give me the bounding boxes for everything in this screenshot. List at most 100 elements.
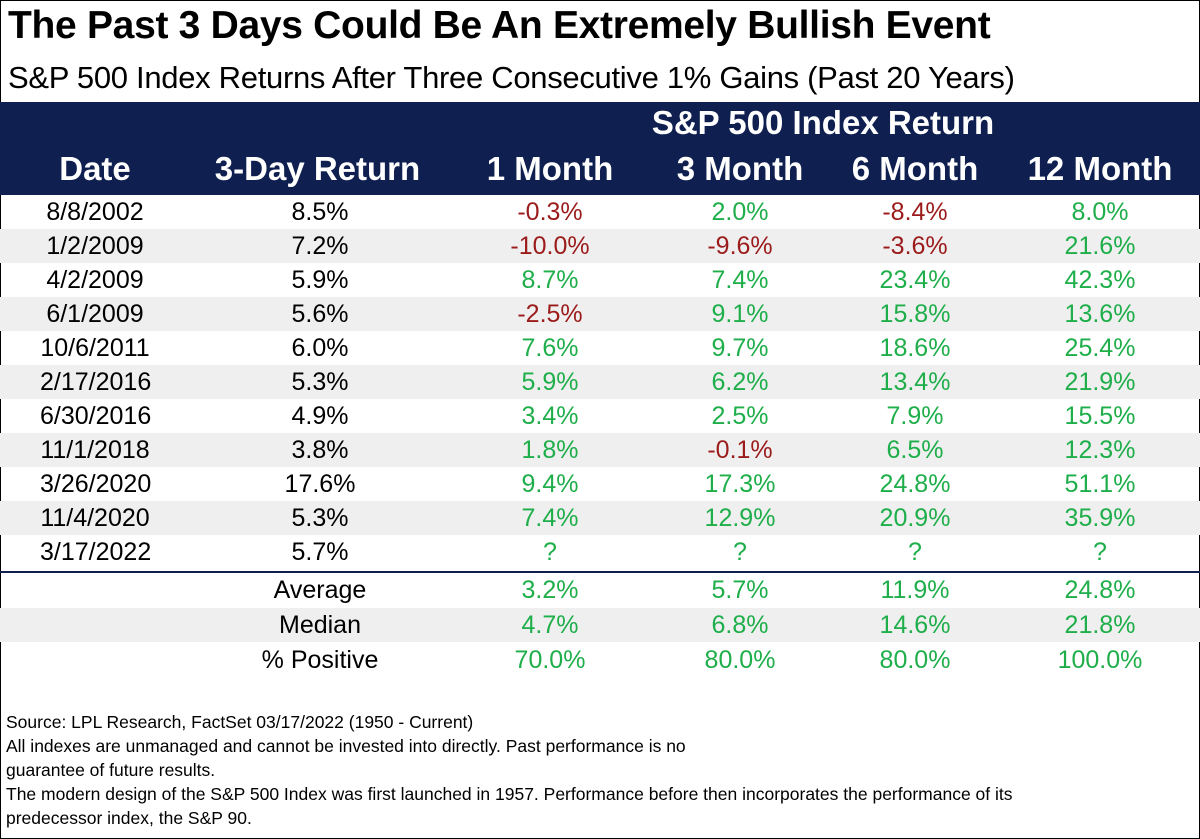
- cell-date: 3/17/2022: [40, 538, 152, 566]
- column-header-date: Date: [59, 150, 131, 187]
- table-row: 8/8/2002 8.5% -0.3% 2.0% -8.4% 8.0%: [0, 195, 1200, 229]
- column-header-3day: 3-Day Return: [214, 150, 421, 187]
- source-note: Source: LPL Research, FactSet 03/17/2022…: [6, 712, 474, 732]
- cell-m1: -10.0%: [510, 232, 590, 260]
- column-header-3month: 3 Month: [676, 150, 804, 187]
- disclaimer-line: guarantee of future results.: [6, 760, 216, 780]
- cell-m12: ?: [1093, 538, 1107, 566]
- cell-m6: ?: [908, 538, 922, 566]
- summary-cell-m3: 80.0%: [704, 646, 776, 674]
- summary-divider: [0, 571, 1200, 573]
- disclaimer-line: The modern design of the S&P 500 Index w…: [6, 784, 1013, 804]
- summary-cell-m3: 5.7%: [711, 576, 769, 604]
- cell-m6: -8.4%: [882, 198, 948, 226]
- cell-three-day: 5.3%: [291, 368, 349, 396]
- footnotes: Source: LPL Research, FactSet 03/17/2022…: [6, 710, 1196, 830]
- summary-cell-m6: 80.0%: [879, 646, 951, 674]
- table-header-band: [0, 102, 1200, 195]
- cell-m1: 5.9%: [521, 368, 579, 396]
- cell-m1: -2.5%: [517, 300, 583, 328]
- cell-m1: 7.4%: [521, 504, 579, 532]
- summary-row: % Positive 70.0% 80.0% 80.0% 100.0%: [0, 643, 1200, 677]
- cell-m1: ?: [543, 538, 557, 566]
- table-row: 1/2/2009 7.2% -10.0% -9.6% -3.6% 21.6%: [0, 229, 1200, 263]
- cell-m6: 13.4%: [879, 368, 951, 396]
- cell-m6: 20.9%: [879, 504, 951, 532]
- cell-three-day: 5.6%: [291, 300, 349, 328]
- cell-three-day: 7.2%: [291, 232, 349, 260]
- cell-m3: ?: [733, 538, 747, 566]
- summary-label: Average: [273, 576, 367, 604]
- summary-label: Median: [279, 611, 361, 639]
- cell-m1: 3.4%: [521, 402, 579, 430]
- column-header-1month: 1 Month: [486, 150, 614, 187]
- cell-m3: 9.7%: [711, 334, 769, 362]
- summary-cell-m1: 4.7%: [521, 611, 579, 639]
- cell-date: 6/1/2009: [46, 300, 144, 328]
- cell-m12: 25.4%: [1064, 334, 1136, 362]
- cell-date: 6/30/2016: [40, 402, 152, 430]
- table-row: 6/1/2009 5.6% -2.5% 9.1% 15.8% 13.6%: [0, 297, 1200, 331]
- cell-m12: 21.6%: [1064, 232, 1136, 260]
- cell-m1: 8.7%: [521, 266, 579, 294]
- cell-date: 2/17/2016: [40, 368, 152, 396]
- summary-row: Average 3.2% 5.7% 11.9% 24.8%: [0, 573, 1200, 607]
- summary-cell-m6: 14.6%: [879, 611, 951, 639]
- cell-m3: -0.1%: [707, 436, 773, 464]
- cell-m3: 2.0%: [711, 198, 769, 226]
- cell-m12: 42.3%: [1064, 266, 1136, 294]
- cell-m3: 6.2%: [711, 368, 769, 396]
- table-row: 2/17/2016 5.3% 5.9% 6.2% 13.4% 21.9%: [0, 365, 1200, 399]
- table-row: 11/4/2020 5.3% 7.4% 12.9% 20.9% 35.9%: [0, 501, 1200, 535]
- cell-m3: 7.4%: [711, 266, 769, 294]
- cell-date: 8/8/2002: [46, 198, 144, 226]
- column-header-6month: 6 Month: [851, 150, 979, 187]
- cell-m3: 12.9%: [704, 504, 776, 532]
- cell-date: 10/6/2011: [40, 334, 150, 362]
- chart-title: The Past 3 Days Could Be An Extremely Bu…: [8, 4, 991, 47]
- cell-m12: 8.0%: [1071, 198, 1129, 226]
- summary-cell-m6: 11.9%: [880, 576, 950, 604]
- table-row: 3/26/2020 17.6% 9.4% 17.3% 24.8% 51.1%: [0, 467, 1200, 501]
- cell-m1: 9.4%: [521, 470, 579, 498]
- cell-m6: -3.6%: [882, 232, 948, 260]
- cell-m12: 35.9%: [1064, 504, 1136, 532]
- disclaimer-line: All indexes are unmanaged and cannot be …: [6, 736, 686, 756]
- cell-m6: 15.8%: [879, 300, 951, 328]
- summary-row: Median 4.7% 6.8% 14.6% 21.8%: [0, 608, 1200, 642]
- cell-m6: 6.5%: [886, 436, 944, 464]
- cell-three-day: 5.9%: [291, 266, 349, 294]
- cell-three-day: 4.9%: [291, 402, 349, 430]
- disclaimer-line: predecessor index, the S&P 90.: [6, 808, 252, 828]
- cell-three-day: 6.0%: [291, 334, 349, 362]
- cell-date: 11/1/2018: [40, 436, 150, 464]
- cell-three-day: 17.6%: [284, 470, 356, 498]
- cell-m12: 13.6%: [1064, 300, 1136, 328]
- cell-m6: 18.6%: [879, 334, 951, 362]
- cell-date: 11/4/2020: [40, 504, 150, 532]
- cell-m12: 12.3%: [1064, 436, 1136, 464]
- summary-cell-m3: 6.8%: [711, 611, 769, 639]
- cell-m6: 23.4%: [879, 266, 951, 294]
- cell-m1: 1.8%: [521, 436, 579, 464]
- summary-cell-m1: 3.2%: [521, 576, 579, 604]
- cell-m3: -9.6%: [707, 232, 773, 260]
- cell-m12: 15.5%: [1064, 402, 1136, 430]
- chart-subtitle: S&P 500 Index Returns After Three Consec…: [8, 60, 1015, 95]
- summary-cell-m12: 100.0%: [1057, 646, 1143, 674]
- table-row: 10/6/2011 6.0% 7.6% 9.7% 18.6% 25.4%: [0, 331, 1200, 365]
- summary-cell-m12: 24.8%: [1064, 576, 1136, 604]
- cell-m12: 51.1%: [1064, 470, 1136, 498]
- table-row: 4/2/2009 5.9% 8.7% 7.4% 23.4% 42.3%: [0, 263, 1200, 297]
- cell-m1: 7.6%: [521, 334, 579, 362]
- cell-three-day: 8.5%: [291, 198, 349, 226]
- cell-m1: -0.3%: [517, 198, 583, 226]
- column-header-12month: 12 Month: [1027, 150, 1173, 187]
- cell-m6: 24.8%: [879, 470, 951, 498]
- cell-m3: 2.5%: [711, 402, 769, 430]
- cell-date: 4/2/2009: [46, 266, 144, 294]
- cell-m12: 21.9%: [1064, 368, 1136, 396]
- cell-date: 1/2/2009: [46, 232, 144, 260]
- cell-three-day: 3.8%: [291, 436, 349, 464]
- cell-date: 3/26/2020: [40, 470, 152, 498]
